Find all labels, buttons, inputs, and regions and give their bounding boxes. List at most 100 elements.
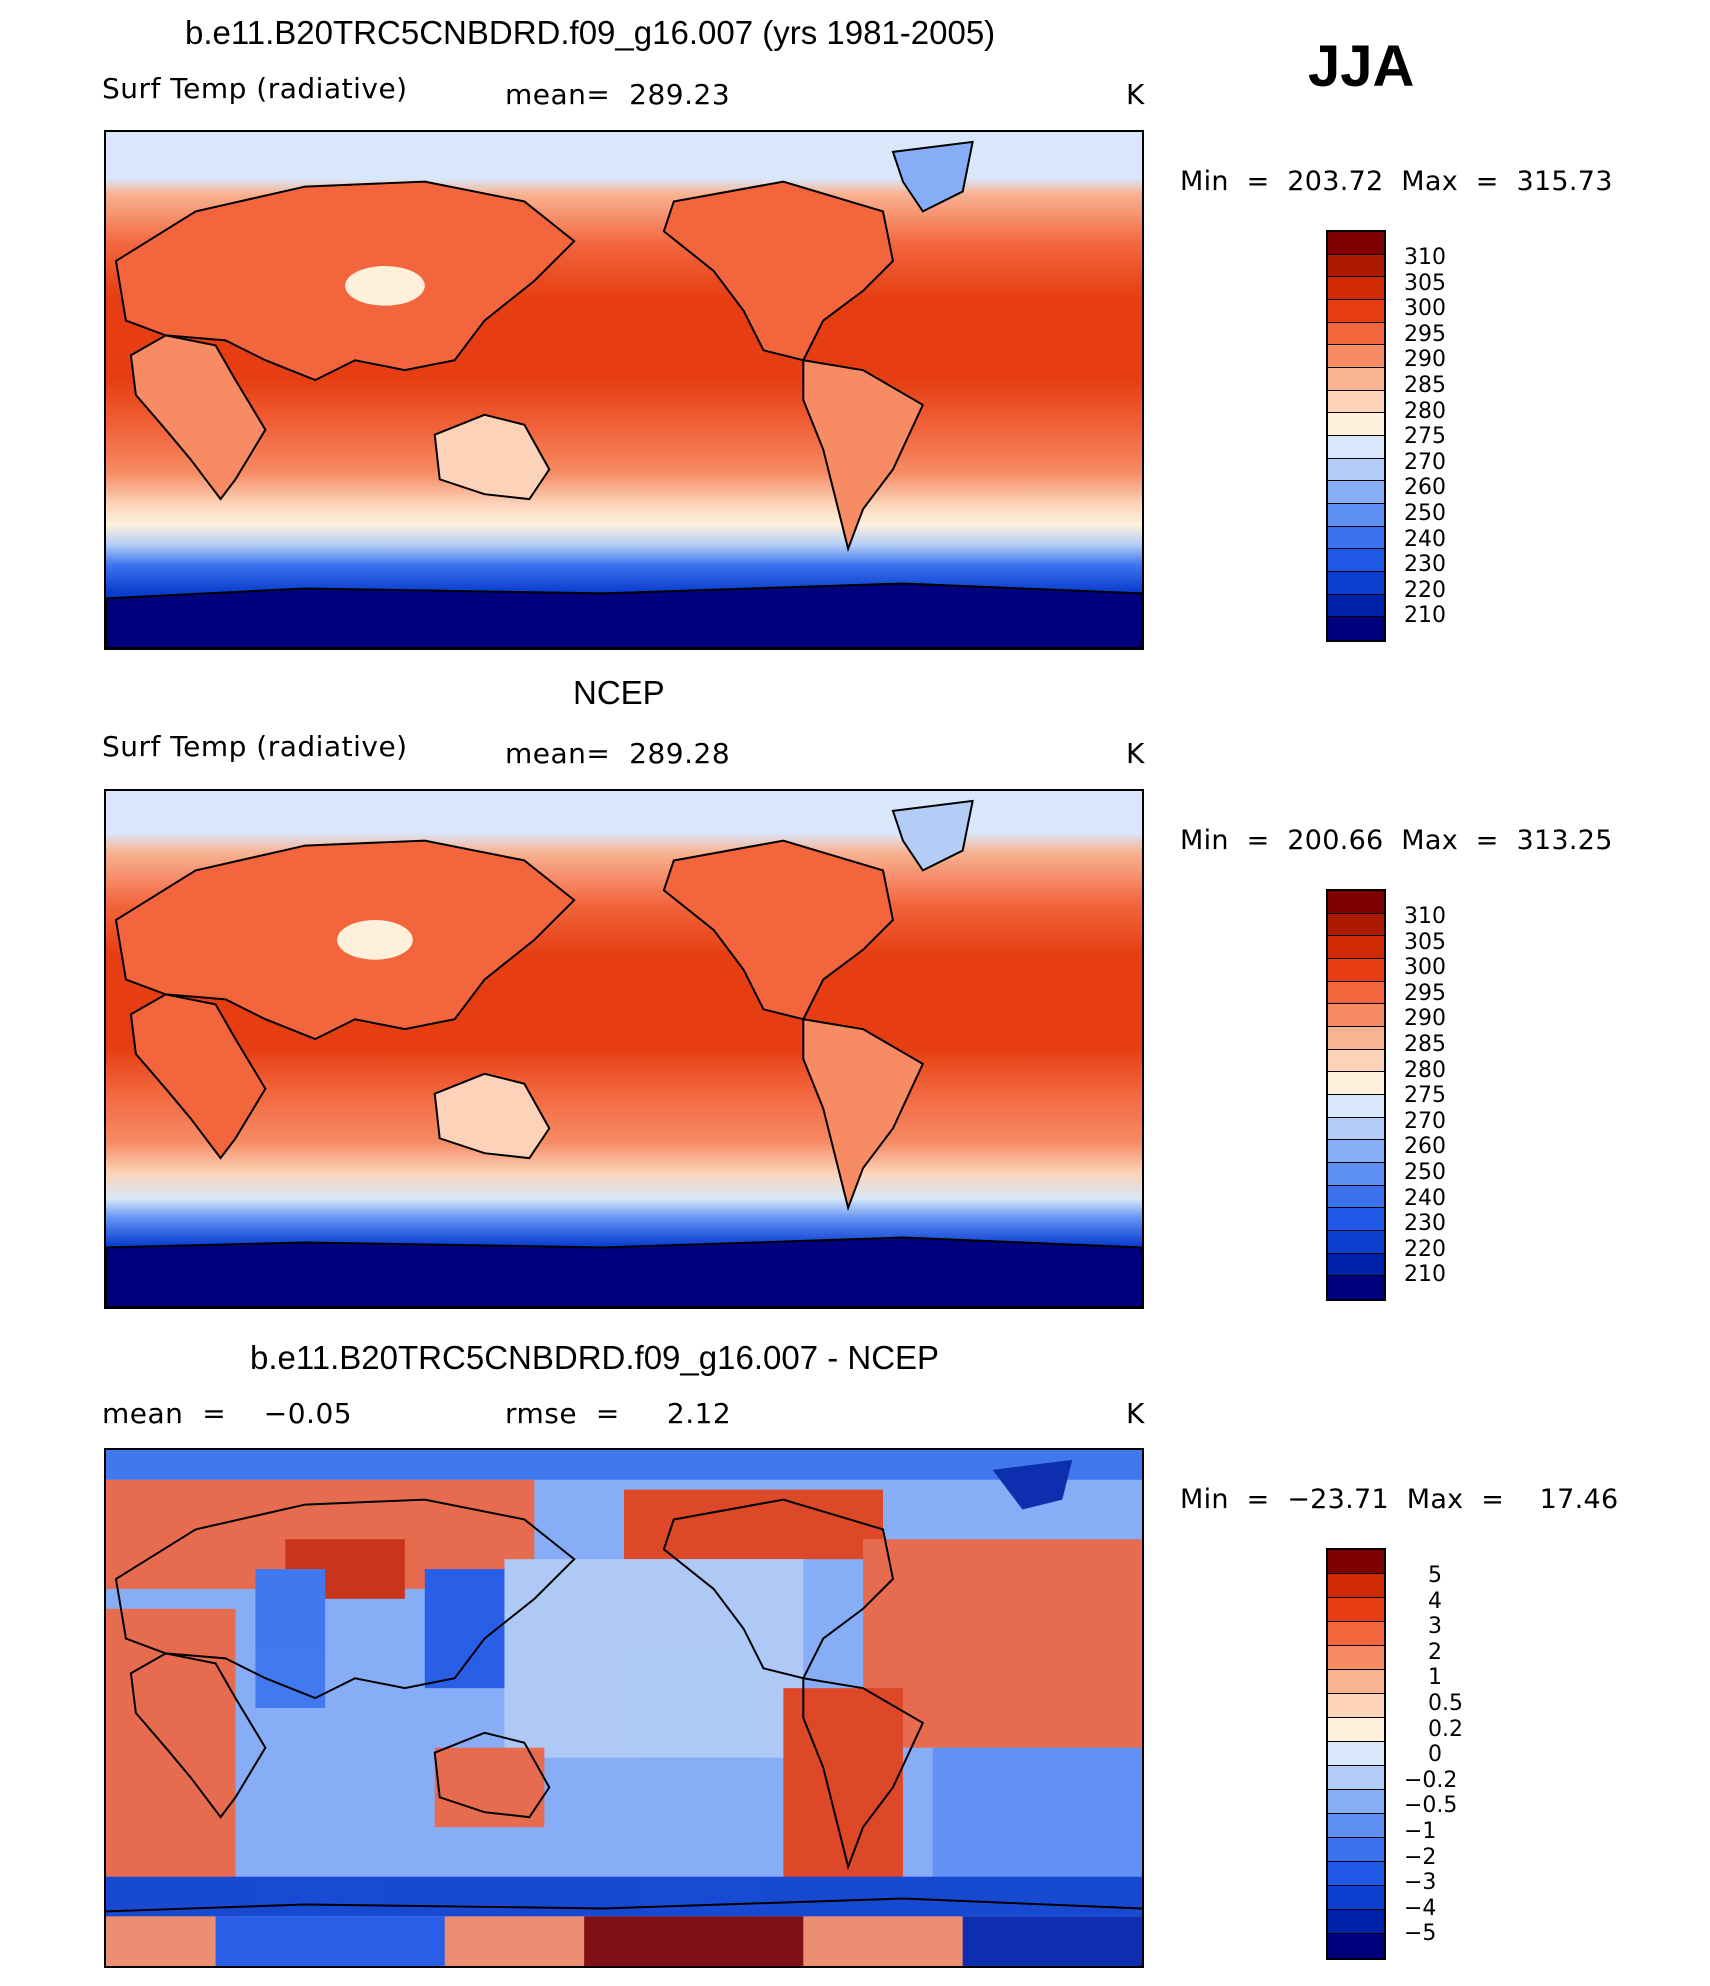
colorbar-tick-label: 220	[1404, 577, 1446, 603]
colorbar-swatch	[1328, 1910, 1384, 1934]
colorbar-swatch	[1328, 1766, 1384, 1790]
colorbar-tick-label: −3	[1404, 1870, 1437, 1896]
colorbar-swatch	[1328, 1162, 1384, 1186]
colorbar-swatch	[1328, 367, 1384, 391]
colorbar-swatch	[1328, 1886, 1384, 1910]
colorbar-tick-label: 240	[1404, 526, 1446, 552]
colorbar-swatch	[1328, 1646, 1384, 1670]
panel-1-tibet-cold-spot	[345, 265, 425, 306]
colorbar-swatch	[1328, 913, 1384, 937]
colorbar-tick-label: 260	[1404, 475, 1446, 501]
colorbar-tick-label: −2	[1404, 1844, 1437, 1870]
panel-3-rmse-label: rmse = 2.12	[505, 1397, 732, 1430]
colorbar-swatch	[1328, 1253, 1384, 1277]
colorbar-tick-label: 0.5	[1428, 1691, 1463, 1716]
colorbar-tick-label: 275	[1404, 1083, 1446, 1109]
colorbar-tick-label: 310	[1404, 904, 1446, 929]
colorbar-swatch	[1328, 1838, 1384, 1862]
colorbar-tick-label: 280	[1404, 1057, 1446, 1083]
colorbar-tick-label: −0.2	[1404, 1767, 1458, 1793]
colorbar-swatch	[1328, 322, 1384, 346]
colorbar-tick-label: 3	[1428, 1614, 1442, 1640]
colorbar-tick-label: 310	[1404, 245, 1446, 270]
colorbar-tick-label: 5	[1428, 1563, 1442, 1588]
colorbar-swatch	[1328, 594, 1384, 618]
colorbar-tick-label: 270	[1404, 449, 1446, 475]
colorbar-tick-label: 285	[1404, 373, 1446, 398]
colorbar-swatch	[1328, 1550, 1384, 1574]
colorbar-swatch	[1328, 232, 1384, 255]
colorbar-swatch	[1328, 958, 1384, 982]
colorbar-swatch	[1328, 390, 1384, 414]
colorbar-tick-label: 1	[1428, 1665, 1442, 1691]
panel-1-title: b.e11.B20TRC5CNBDRD.f09_g16.007 (yrs 198…	[185, 14, 996, 51]
colorbar-swatch	[1328, 1208, 1384, 1231]
panel-3-south-america-outline	[802, 1677, 925, 1871]
panel-3-units: K	[1126, 1397, 1145, 1430]
colorbar-tick-label: 250	[1404, 1160, 1446, 1185]
colorbar-swatch	[1328, 981, 1384, 1005]
colorbar-swatch	[1328, 1574, 1384, 1598]
colorbar-tick-label: 300	[1404, 296, 1446, 322]
colorbar-swatch	[1328, 1094, 1384, 1118]
colorbar-swatch	[1328, 503, 1384, 527]
colorbar-swatch	[1328, 1004, 1384, 1027]
panel-3-mean-label: mean = −0.05	[102, 1397, 353, 1430]
colorbar-swatch	[1328, 458, 1384, 482]
colorbar-swatch	[1328, 1790, 1384, 1814]
colorbar-swatch	[1328, 1694, 1384, 1718]
colorbar-swatch	[1328, 1049, 1384, 1073]
colorbar-swatch	[1328, 1117, 1384, 1141]
colorbar-swatch	[1328, 254, 1384, 278]
season-label: JJA	[1308, 34, 1415, 99]
colorbar-tick-label: 305	[1404, 929, 1446, 955]
panel-1-colorbar	[1326, 230, 1386, 642]
colorbar-tick-label: −0.5	[1404, 1793, 1458, 1819]
colorbar-tick-label: 280	[1404, 398, 1446, 424]
colorbar-swatch	[1328, 1742, 1384, 1766]
colorbar-swatch	[1328, 1622, 1384, 1646]
panel-1-australia	[433, 413, 551, 501]
colorbar-tick-label: 295	[1404, 321, 1446, 347]
panel-2-colorbar	[1326, 889, 1386, 1301]
panel-1-units: K	[1126, 78, 1145, 111]
colorbar-tick-label: −1	[1404, 1819, 1437, 1844]
colorbar-tick-label: 0.2	[1428, 1716, 1463, 1742]
colorbar-swatch	[1328, 1862, 1384, 1886]
colorbar-swatch	[1328, 1598, 1384, 1622]
colorbar-tick-label: 260	[1404, 1134, 1446, 1160]
panel-3-antarctica-outline	[106, 1897, 1142, 1913]
panel-1-south-america	[802, 359, 925, 553]
colorbar-tick-label: 220	[1404, 1236, 1446, 1262]
colorbar-swatch	[1328, 1140, 1384, 1163]
colorbar-swatch	[1328, 1814, 1384, 1838]
panel-1-min-max: Min = 203.72 Max = 315.73	[1180, 166, 1613, 197]
colorbar-swatch	[1328, 1072, 1384, 1095]
colorbar-swatch	[1328, 936, 1384, 959]
panel-1-eurasia	[114, 180, 576, 382]
colorbar-swatch	[1328, 277, 1384, 300]
colorbar-swatch	[1328, 1230, 1384, 1254]
panel-3-eurasia-outline	[114, 1498, 576, 1700]
panel-1-field-label: Surf Temp (radiative)	[102, 72, 408, 105]
panel-3-colorbar	[1326, 1548, 1386, 1960]
colorbar-tick-label: 210	[1404, 603, 1446, 629]
colorbar-tick-label: 240	[1404, 1185, 1446, 1211]
colorbar-swatch	[1328, 526, 1384, 550]
panel-1-africa	[129, 334, 267, 501]
panel-1-mean-label: mean= 289.23	[505, 78, 731, 111]
colorbar-tick-label: 230	[1404, 1211, 1446, 1237]
panel-3-north-america-outline	[662, 1498, 895, 1680]
panel-3-title: b.e11.B20TRC5CNBDRD.f09_g16.007 - NCEP	[250, 1339, 940, 1376]
colorbar-tick-label: 275	[1404, 424, 1446, 450]
colorbar-tick-label: 290	[1404, 347, 1446, 373]
panel-1-map	[104, 130, 1144, 650]
colorbar-swatch	[1328, 1670, 1384, 1694]
panel-1-north-america	[662, 180, 895, 362]
panel-1-greenland	[891, 140, 974, 213]
colorbar-tick-label: 300	[1404, 955, 1446, 981]
colorbar-swatch	[1328, 1026, 1384, 1050]
colorbar-swatch	[1328, 345, 1384, 368]
colorbar-tick-label: 0	[1428, 1742, 1442, 1768]
panel-2-units: K	[1126, 737, 1145, 770]
